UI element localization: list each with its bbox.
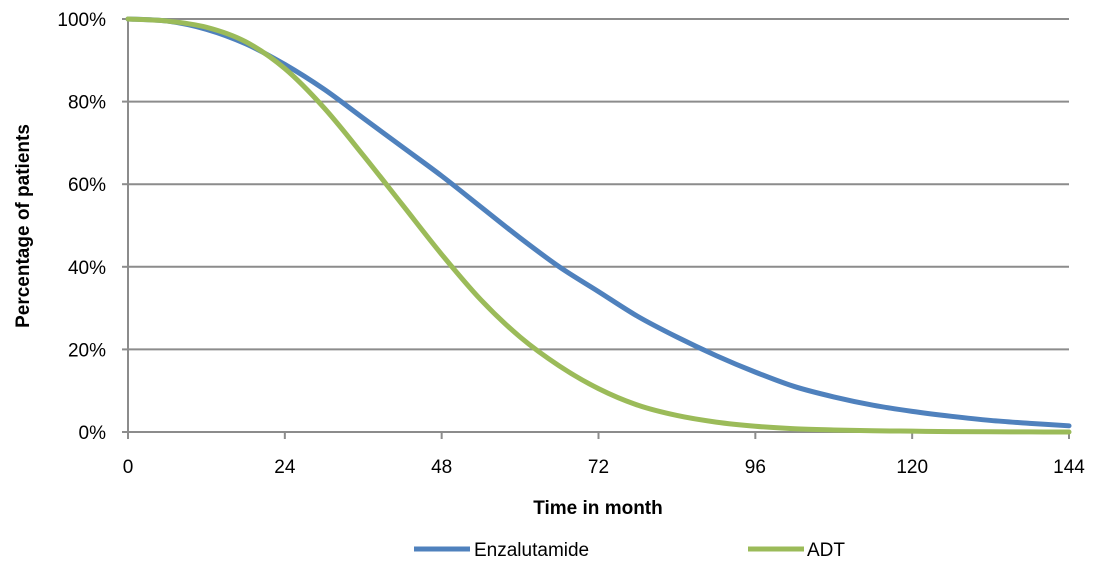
x-tick-label: 48 bbox=[431, 457, 452, 478]
axes bbox=[122, 18, 1070, 439]
x-tick-label: 144 bbox=[1053, 457, 1085, 478]
x-tick-label: 0 bbox=[123, 457, 134, 478]
series-line-enzalutamide bbox=[125, 16, 1072, 429]
y-tick-label: 0% bbox=[79, 423, 107, 444]
x-tick-label: 72 bbox=[588, 457, 609, 478]
legend-label-enzalutamide: Enzalutamide bbox=[474, 540, 589, 561]
x-tick-label: 120 bbox=[896, 457, 928, 478]
y-tick-label: 100% bbox=[57, 10, 106, 31]
y-axis-title: Percentage of patients bbox=[13, 124, 34, 328]
x-axis-title: Time in month bbox=[533, 498, 662, 519]
legend: Enzalutamide ADT bbox=[414, 540, 845, 561]
y-tick-label: 20% bbox=[68, 340, 106, 361]
tick-labels: 0% 20% 40% 60% 80% 100% 0 24 48 72 96 120 144 bbox=[57, 10, 1085, 478]
y-tick-label: 60% bbox=[68, 175, 106, 196]
x-tick-label: 24 bbox=[274, 457, 296, 478]
series-lines bbox=[125, 16, 1072, 435]
gridlines bbox=[128, 18, 1069, 351]
y-tick-label: 80% bbox=[68, 93, 106, 114]
x-tick-label: 96 bbox=[745, 457, 766, 478]
y-tick-label: 40% bbox=[68, 258, 106, 279]
legend-label-adt: ADT bbox=[807, 540, 845, 561]
series-line-adt bbox=[125, 16, 1072, 435]
